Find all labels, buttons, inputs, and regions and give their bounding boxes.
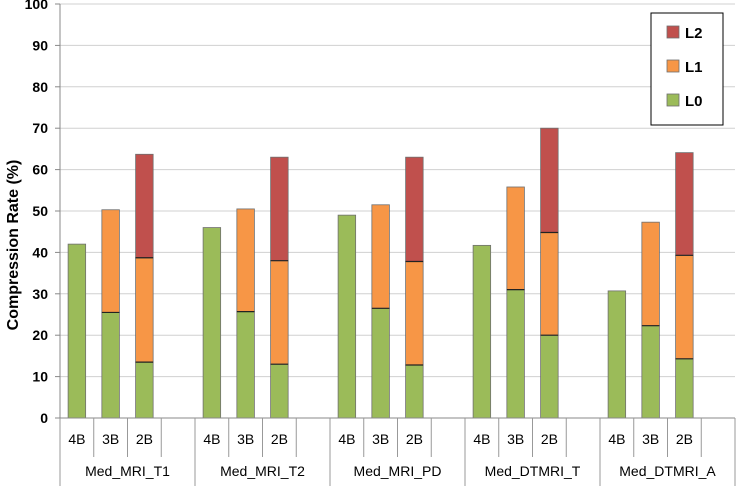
bar-segment-l1 <box>405 261 424 366</box>
y-tick-label: 90 <box>32 37 48 53</box>
x-group-label: Med_MRI_T1 <box>85 463 170 479</box>
bar-segment-l2 <box>540 127 559 233</box>
y-axis-label: Compression Rate (%) <box>5 160 22 331</box>
y-tick-label: 20 <box>32 327 48 343</box>
y-tick-label: 0 <box>40 410 48 426</box>
x-axis-labels: 4B 3B 2B 4B 3B 2B 4B 3B 2B 4B 3B 2B 4B 3B 2B Med_MRI_T1… <box>68 431 716 479</box>
axes <box>59 4 736 486</box>
legend-swatch-l1 <box>666 59 680 73</box>
bar-segment-l1 <box>135 257 154 363</box>
x-category-label: 2B <box>541 431 558 447</box>
x-category-label: 2B <box>406 431 423 447</box>
x-category-label: 3B <box>642 431 659 447</box>
y-tick-label: 60 <box>32 162 48 178</box>
x-category-label: 4B <box>608 431 625 447</box>
x-group-label: Med_MRI_T2 <box>220 463 305 479</box>
bar-segment-l0 <box>236 311 255 419</box>
bar-segment-l0 <box>540 334 559 419</box>
legend-label-l1: L1 <box>685 59 703 76</box>
y-tick-label: 40 <box>32 244 48 260</box>
bar-segment-l2 <box>135 153 154 259</box>
bar-segment-l0 <box>405 364 424 419</box>
bar-segment-l1 <box>371 204 390 309</box>
bar-segment-l0 <box>101 312 120 419</box>
legend-label-l2: L2 <box>685 25 703 42</box>
y-tick-label: 70 <box>32 120 48 136</box>
y-tick-label: 50 <box>32 203 48 219</box>
bar-segment-l0 <box>675 358 694 419</box>
x-category-label: 2B <box>676 431 693 447</box>
bar-segment-l2 <box>675 152 694 256</box>
bar-segment-l0 <box>67 243 87 419</box>
legend-label-l0: L0 <box>685 93 703 110</box>
bar-segment-l1 <box>675 254 694 360</box>
x-category-label: 4B <box>473 431 490 447</box>
x-category-label: 3B <box>102 431 119 447</box>
bar-segment-l1 <box>506 186 525 291</box>
x-group-label: Med_DTMRI_A <box>619 463 716 479</box>
x-category-label: 4B <box>203 431 220 447</box>
x-category-label: 2B <box>271 431 288 447</box>
y-axis-ticks: 0 10 20 30 40 50 60 70 80 90 100 <box>25 0 60 426</box>
y-tick-label: 30 <box>32 286 48 302</box>
legend-swatch-l2 <box>666 25 680 39</box>
bar-segment-l1 <box>101 209 120 313</box>
x-category-label: 2B <box>136 431 153 447</box>
legend-box <box>650 12 724 126</box>
x-category-label: 3B <box>507 431 524 447</box>
bar-segment-l0 <box>337 214 357 419</box>
bar-segment-l0 <box>202 227 222 419</box>
x-category-label: 4B <box>68 431 85 447</box>
y-tick-label: 10 <box>32 369 48 385</box>
x-group-label: Med_DTMRI_T <box>485 463 581 479</box>
gridlines <box>60 3 735 378</box>
bar-segment-l2 <box>270 156 289 262</box>
y-tick-label: 100 <box>25 0 49 12</box>
bar-segment-l0 <box>270 363 289 419</box>
x-category-label: 4B <box>338 431 355 447</box>
x-category-label: 3B <box>372 431 389 447</box>
bar-segment-l1 <box>236 208 255 313</box>
bar-segment-l0 <box>506 289 525 419</box>
bar-segment-l0 <box>607 290 627 419</box>
x-category-label: 3B <box>237 431 254 447</box>
bar-segment-l0 <box>135 361 154 419</box>
bar-segment-l0 <box>371 307 390 419</box>
bar-segment-l2 <box>405 156 424 262</box>
bar-segment-l0 <box>641 325 660 419</box>
x-group-label: Med_MRI_PD <box>354 463 442 479</box>
legend-swatch-l0 <box>666 93 680 107</box>
bar-segment-l1 <box>540 232 559 336</box>
y-tick-label: 80 <box>32 79 48 95</box>
bar-segment-l0 <box>472 244 492 419</box>
legend: L2 L1 L0 <box>650 12 724 126</box>
bars <box>67 127 694 419</box>
bar-segment-l1 <box>641 221 660 327</box>
bar-segment-l1 <box>270 260 289 365</box>
